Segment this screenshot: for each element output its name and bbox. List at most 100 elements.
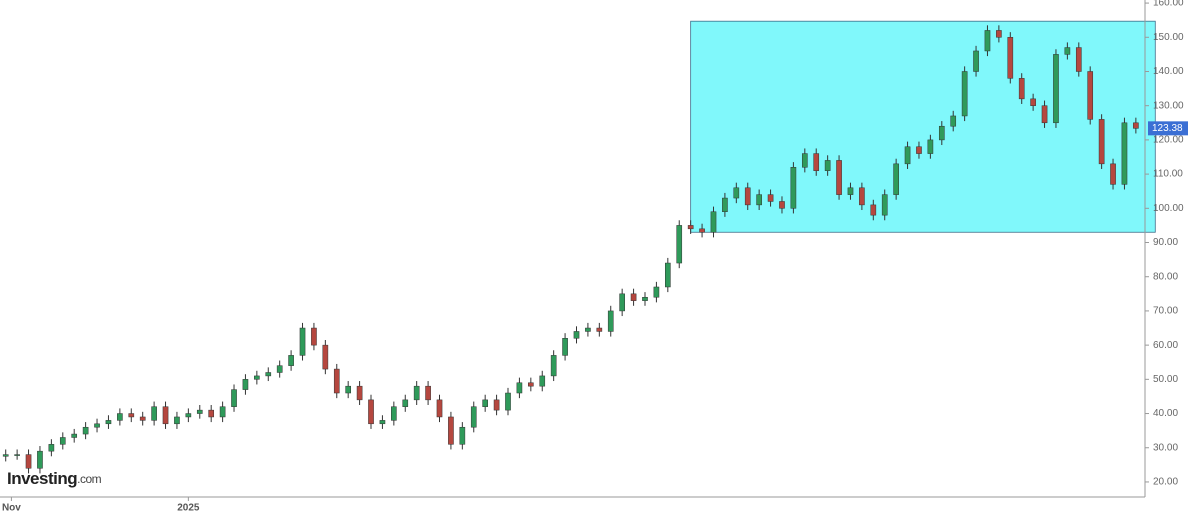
candle-body xyxy=(573,331,580,339)
candle-body xyxy=(619,293,625,312)
price-label: 123.38 xyxy=(1152,123,1183,134)
candle-body xyxy=(859,187,865,206)
candle-body xyxy=(665,262,671,288)
candle-body xyxy=(1041,105,1048,124)
candle-body xyxy=(1030,98,1036,106)
candle-body xyxy=(642,296,648,301)
x-tick-label: Nov xyxy=(2,503,21,514)
candle-body xyxy=(710,211,717,233)
candle-body xyxy=(550,355,557,377)
candle-body xyxy=(653,286,660,298)
y-tick-label: 110.00 xyxy=(1153,169,1183,180)
candle-body xyxy=(916,146,922,154)
candle-body xyxy=(94,423,100,428)
candle-body xyxy=(528,382,534,387)
candle-body xyxy=(801,153,808,168)
candle-body xyxy=(984,30,991,52)
y-tick-label: 130.00 xyxy=(1153,100,1184,111)
candle-body xyxy=(505,392,511,411)
candle-body xyxy=(196,409,203,414)
candle-body xyxy=(630,293,637,301)
candle-body xyxy=(973,50,979,72)
candle-body xyxy=(208,409,215,418)
candle-body xyxy=(881,194,888,216)
candle-body xyxy=(733,187,740,199)
candle-body xyxy=(219,406,226,418)
candle-body xyxy=(687,225,694,230)
candle-body xyxy=(813,153,820,171)
candle-body xyxy=(470,406,477,428)
candle-body xyxy=(14,454,20,456)
y-tick-label: 80.00 xyxy=(1153,271,1178,282)
candle-body xyxy=(48,444,55,452)
candle-body xyxy=(1110,163,1116,185)
candle-body xyxy=(459,426,466,445)
candle-body xyxy=(1098,119,1105,165)
candle-body xyxy=(71,433,78,438)
y-tick-label: 60.00 xyxy=(1153,340,1178,351)
candle-body xyxy=(391,406,397,421)
candle-body xyxy=(402,399,409,407)
candle-body xyxy=(482,399,488,407)
candle-body xyxy=(288,355,294,366)
candle-body xyxy=(927,139,934,154)
candle-body xyxy=(242,379,249,390)
candle-body xyxy=(231,389,237,407)
candle-body xyxy=(59,437,66,445)
candle-body xyxy=(25,454,32,469)
candle-body xyxy=(254,375,260,380)
y-tick-label: 120.00 xyxy=(1153,135,1184,146)
candle-body xyxy=(413,385,420,401)
candle-body xyxy=(1053,54,1059,124)
y-tick-label: 150.00 xyxy=(1153,32,1184,43)
logo: Investing.com xyxy=(7,469,102,488)
y-tick-label: 160.00 xyxy=(1153,0,1184,9)
candle-body xyxy=(333,368,340,394)
candle-body xyxy=(1007,37,1014,79)
candle-body xyxy=(379,420,386,425)
candle-body xyxy=(516,382,523,394)
candle-body xyxy=(539,375,546,387)
candle-body xyxy=(1075,47,1082,72)
candle-body xyxy=(1064,47,1071,55)
candle-body xyxy=(596,327,603,332)
candle-body xyxy=(836,160,842,195)
candle-body xyxy=(938,125,945,141)
candle-body xyxy=(904,146,911,165)
candle-body xyxy=(128,413,135,418)
candle-body xyxy=(996,30,1002,38)
candle-body xyxy=(722,197,728,212)
candle-body xyxy=(185,413,192,418)
candle-body xyxy=(1133,122,1139,129)
candle-body xyxy=(299,327,306,356)
candle-body xyxy=(893,163,899,195)
candle-body xyxy=(607,310,614,332)
candle-body xyxy=(1087,71,1094,120)
candle-body xyxy=(356,385,363,401)
candle-body xyxy=(345,385,351,394)
candle-body xyxy=(790,167,797,209)
candle-body xyxy=(37,450,43,469)
candle-body xyxy=(162,406,169,425)
candle-body xyxy=(265,372,272,377)
candle-body xyxy=(961,71,968,117)
y-tick-label: 20.00 xyxy=(1153,477,1178,488)
price-label-box xyxy=(1148,121,1188,136)
x-tick-label: 2025 xyxy=(177,503,200,514)
candle-body xyxy=(767,194,774,202)
candle-body xyxy=(585,327,591,332)
candle-body xyxy=(117,413,123,421)
candle-body xyxy=(493,399,500,411)
candle-body xyxy=(276,365,283,373)
candle-body xyxy=(448,416,454,445)
candle-body xyxy=(174,416,180,425)
y-tick-label: 50.00 xyxy=(1153,374,1178,385)
candle-body xyxy=(847,187,854,195)
candle-body xyxy=(105,420,112,425)
candle-body xyxy=(139,416,146,421)
candle-body xyxy=(322,344,329,370)
logo-brand: Investing xyxy=(7,469,77,488)
candle-body xyxy=(744,187,751,206)
y-tick-label: 30.00 xyxy=(1153,442,1178,453)
